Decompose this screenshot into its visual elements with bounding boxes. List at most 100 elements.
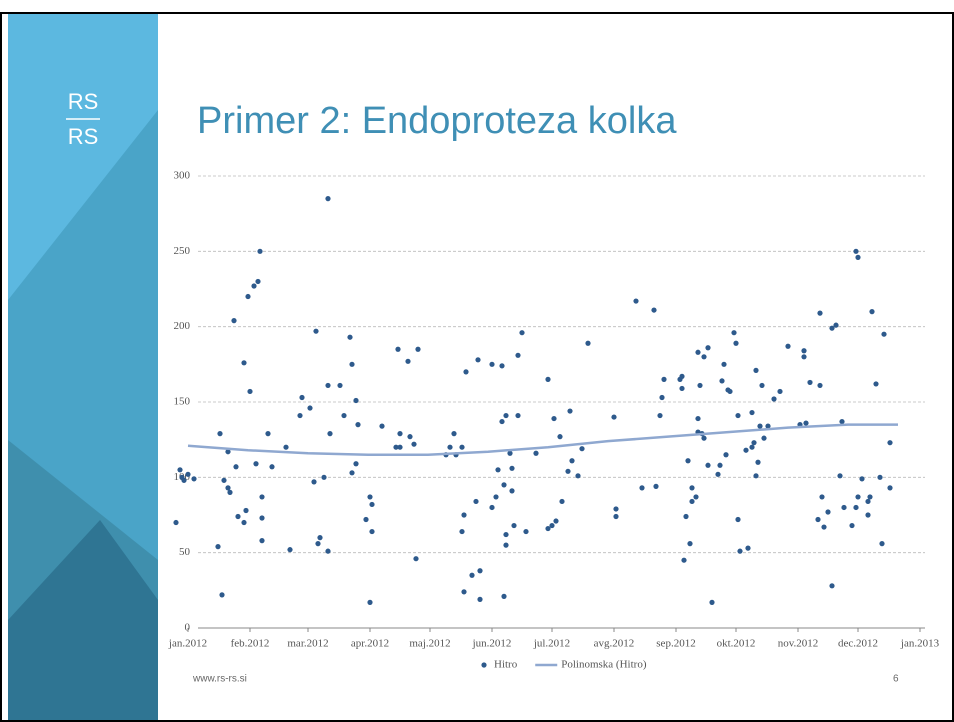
data-point: [685, 458, 691, 464]
x-tick-label: jan.2012: [168, 638, 207, 650]
data-point: [731, 330, 737, 336]
plot: 050100150200250300jan.2012feb.2012mar.20…: [168, 170, 940, 671]
data-point: [495, 467, 501, 473]
data-point: [299, 394, 305, 401]
data-point: [341, 412, 347, 419]
data-point: [369, 528, 375, 535]
data-point: [501, 482, 507, 488]
slide-title: Primer 2: Endoproteza kolka: [197, 100, 677, 142]
data-point: [215, 544, 221, 550]
data-point: [369, 501, 375, 508]
data-point: [321, 474, 327, 480]
x-tick-label: apr.2012: [351, 638, 389, 650]
data-point: [509, 488, 515, 494]
data-point: [661, 376, 667, 382]
data-point: [347, 334, 353, 340]
data-point: [475, 357, 481, 363]
trend-line: [187, 423, 898, 456]
data-point: [743, 447, 749, 453]
data-point: [551, 415, 557, 422]
data-point: [235, 513, 241, 520]
data-point: [353, 461, 359, 467]
data-point: [613, 513, 619, 520]
data-point: [545, 376, 551, 382]
data-point: [257, 248, 263, 254]
data-point: [523, 528, 529, 535]
data-point: [251, 283, 257, 289]
data-point: [873, 381, 879, 387]
data-point: [687, 541, 693, 547]
data-point: [611, 414, 617, 420]
data-point: [683, 513, 689, 520]
data-point: [297, 412, 303, 419]
data-point: [815, 516, 821, 523]
data-point: [185, 471, 191, 477]
data-point: [225, 449, 231, 455]
y-tick-label: 250: [174, 245, 191, 257]
logo-text: RS: [68, 124, 99, 149]
data-point: [633, 298, 639, 304]
data-point: [287, 547, 293, 553]
data-point: [651, 307, 657, 313]
y-tick-label: 300: [174, 170, 191, 182]
data-point: [745, 545, 751, 551]
data-point: [473, 498, 479, 505]
data-point: [225, 485, 231, 491]
data-point: [849, 522, 855, 529]
data-point: [867, 494, 873, 500]
data-point: [749, 444, 755, 450]
data-point: [231, 318, 237, 324]
data-point: [829, 325, 835, 331]
data-point: [681, 557, 687, 563]
data-point: [549, 522, 555, 529]
data-point: [735, 516, 741, 523]
page-number: 6: [893, 674, 899, 685]
side-band: [8, 14, 158, 722]
data-point: [501, 593, 507, 599]
data-point: [511, 522, 517, 529]
data-point: [233, 464, 239, 470]
data-point: [533, 450, 539, 456]
data-point: [689, 498, 695, 505]
data-point: [585, 340, 591, 346]
data-point: [839, 418, 845, 425]
data-point: [519, 330, 525, 336]
band-shape: [8, 520, 158, 722]
data-point: [461, 512, 467, 518]
data-point: [865, 512, 871, 518]
x-tick-label: jan.2013: [900, 638, 940, 650]
data-point: [241, 360, 247, 366]
data-point: [219, 592, 225, 598]
data-point: [469, 572, 475, 578]
x-tick-label: maj.2012: [409, 638, 450, 650]
data-point: [499, 418, 505, 425]
data-point: [515, 352, 521, 358]
data-point: [817, 382, 823, 389]
data-point: [509, 465, 515, 471]
data-point: [679, 373, 685, 379]
x-tick-label: mar.2012: [287, 638, 328, 650]
data-point: [803, 420, 809, 426]
data-point: [723, 452, 729, 458]
data-point: [459, 528, 465, 535]
data-point: [367, 494, 373, 500]
data-point: [337, 382, 343, 389]
x-tick-label: jun.2012: [472, 638, 512, 650]
data-point: [379, 423, 385, 429]
x-tick-label: nov.2012: [778, 638, 819, 650]
data-point: [733, 340, 739, 346]
data-point: [447, 444, 453, 450]
data-point: [705, 345, 711, 351]
x-tick-label: avg.2012: [594, 638, 635, 650]
data-point: [259, 538, 265, 544]
data-point: [777, 388, 783, 395]
logo-text: RS: [68, 89, 99, 114]
data-point: [355, 422, 361, 428]
data-point: [353, 397, 359, 404]
data-point: [717, 462, 723, 468]
data-point: [253, 461, 259, 467]
data-point: [753, 473, 759, 479]
data-point: [349, 470, 355, 476]
data-point: [461, 589, 467, 595]
data-point: [317, 535, 323, 541]
